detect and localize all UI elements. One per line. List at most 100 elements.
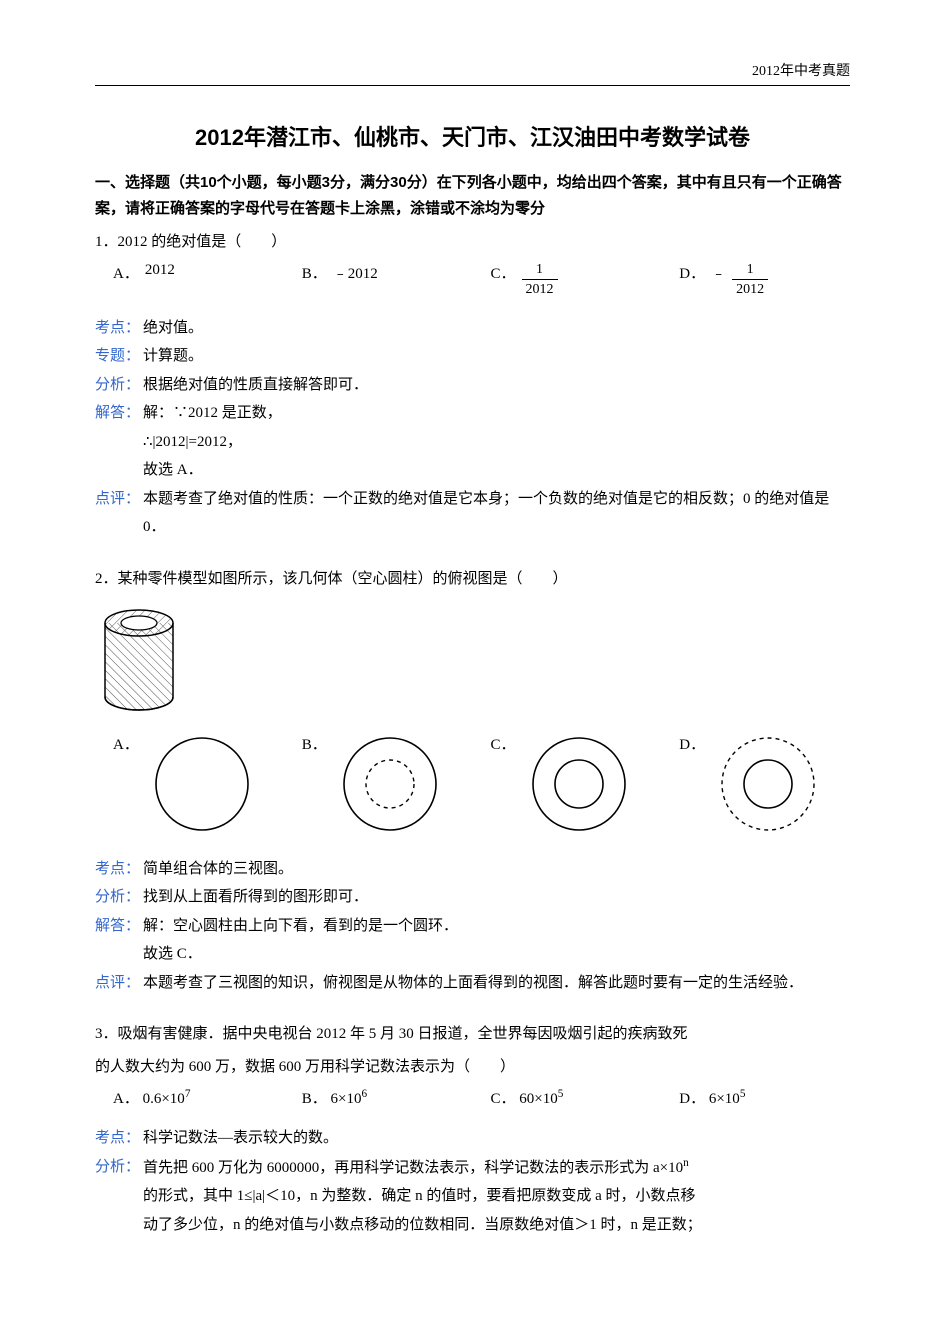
q1-analysis: 考点： 绝对值。 专题： 计算题。 分析： 根据绝对值的性质直接解答即可． 解答… — [95, 314, 850, 542]
q1-option-a: A． 2012 — [95, 262, 284, 283]
circle-d-icon — [713, 729, 823, 839]
option-label: D． — [661, 262, 705, 283]
kaodian-text: 科学记数法—表示较大的数。 — [143, 1124, 850, 1153]
analysis-row: 点评： 本题考查了三视图的知识，俯视图是从物体的上面看得到的视图．解答此题时要有… — [95, 969, 850, 998]
option-value: 2012 — [145, 262, 175, 279]
q1-options: A． 2012 B． ﹣2012 C． 1 2012 D． ﹣ 1 2012 — [95, 262, 850, 298]
fraction: 1 2012 — [522, 262, 558, 298]
q2-option-b: B． — [284, 729, 473, 839]
q3-option-d: D． 6×105 — [661, 1087, 850, 1108]
neg-sign: ﹣ — [711, 262, 726, 283]
fenxi-exp: n — [683, 1157, 689, 1169]
option-base: 60×10 — [519, 1091, 557, 1107]
q2-analysis: 考点： 简单组合体的三视图。 分析： 找到从上面看所得到的图形即可． 解答： 解… — [95, 855, 850, 998]
kaodian-label: 考点： — [95, 1124, 143, 1153]
circle-c-icon — [524, 729, 634, 839]
q1-option-c: C． 1 2012 — [473, 262, 662, 298]
option-base: 6×10 — [331, 1091, 362, 1107]
analysis-row: 解答： 解：∵2012 是正数， — [95, 399, 850, 428]
fraction: 1 2012 — [732, 262, 768, 298]
option-base: 6×10 — [709, 1091, 740, 1107]
option-label: D． — [679, 1091, 705, 1107]
q2-option-a: A． — [95, 729, 284, 839]
q2-text: 2．某种零件模型如图所示，该几何体（空心圆柱）的俯视图是（ ） — [95, 566, 850, 593]
page-content: 2012年潜江市、仙桃市、天门市、江汉油田中考数学试卷 一、选择题（共10个小题… — [95, 120, 850, 1239]
numerator: 1 — [522, 262, 558, 280]
fenxi-label: 分析： — [95, 883, 143, 912]
option-label: B． — [284, 729, 327, 754]
option-label: B． — [302, 1091, 327, 1107]
analysis-row: 分析： 根据绝对值的性质直接解答即可． — [95, 371, 850, 400]
cylinder-figure — [99, 605, 850, 715]
q2-option-c: C． — [473, 729, 662, 839]
option-label: B． — [284, 262, 327, 283]
jieda-label: 解答： — [95, 399, 143, 428]
option-label: D． — [661, 729, 705, 754]
q1-option-d: D． ﹣ 1 2012 — [661, 262, 850, 298]
fenxi-text: 首先把 600 万化为 6000000，再用科学记数法表示，科学记数法的表示形式… — [143, 1153, 850, 1183]
q3-text-l2: 的人数大约为 600 万，数据 600 万用科学记数法表示为（ ） — [95, 1054, 850, 1081]
jieda-text: 解：∵2012 是正数， — [143, 399, 850, 428]
zhuanti-text: 计算题。 — [143, 342, 850, 371]
denominator: 2012 — [732, 280, 768, 297]
option-label: C． — [473, 262, 516, 283]
option-exp: 5 — [740, 1088, 746, 1100]
dianping-text: 本题考查了绝对值的性质：一个正数的绝对值是它本身；一个负数的绝对值是它的相反数；… — [143, 485, 850, 542]
q2-options: A． B． C． D． — [95, 729, 850, 839]
fenxi-line: 动了多少位，n 的绝对值与小数点移动的位数相同．当原数绝对值＞1 时，n 是正数… — [95, 1211, 850, 1240]
cylinder-icon — [99, 605, 179, 715]
analysis-row: 考点： 科学记数法—表示较大的数。 — [95, 1124, 850, 1153]
analysis-row: 考点： 简单组合体的三视图。 — [95, 855, 850, 884]
kaodian-label: 考点： — [95, 314, 143, 343]
fenxi-line: 的形式，其中 1≤|a|＜10，n 为整数．确定 n 的值时，要看把原数变成 a… — [95, 1182, 850, 1211]
dianping-label: 点评： — [95, 485, 143, 542]
q3-option-c: C． 60×105 — [473, 1087, 662, 1108]
section-instruction: 一、选择题（共10个小题，每小题3分，满分30分）在下列各小题中，均给出四个答案… — [95, 170, 850, 221]
jieda-line: 故选 A． — [95, 456, 850, 485]
dianping-label: 点评： — [95, 969, 143, 998]
dianping-text: 本题考查了三视图的知识，俯视图是从物体的上面看得到的视图．解答此题时要有一定的生… — [143, 969, 850, 998]
option-exp: 7 — [185, 1088, 191, 1100]
option-label: C． — [473, 729, 516, 754]
header-divider — [95, 85, 850, 86]
fenxi-text: 根据绝对值的性质直接解答即可． — [143, 371, 850, 400]
fenxi-part: 首先把 600 万化为 6000000，再用科学记数法表示，科学记数法的表示形式… — [143, 1160, 683, 1176]
circle-b-icon — [335, 729, 445, 839]
page-title: 2012年潜江市、仙桃市、天门市、江汉油田中考数学试卷 — [95, 120, 850, 152]
q2-option-d: D． — [661, 729, 850, 839]
fenxi-text: 找到从上面看所得到的图形即可． — [143, 883, 850, 912]
option-label: A． — [113, 1091, 139, 1107]
jieda-label: 解答： — [95, 912, 143, 941]
numerator: 1 — [732, 262, 768, 280]
q3-text-l1: 3．吸烟有害健康．据中央电视台 2012 年 5 月 30 日报道，全世界每因吸… — [95, 1021, 850, 1048]
option-exp: 6 — [361, 1088, 367, 1100]
kaodian-label: 考点： — [95, 855, 143, 884]
option-exp: 5 — [558, 1088, 564, 1100]
zhuanti-label: 专题： — [95, 342, 143, 371]
analysis-row: 分析： 找到从上面看所得到的图形即可． — [95, 883, 850, 912]
fenxi-label: 分析： — [95, 371, 143, 400]
analysis-row: 分析： 首先把 600 万化为 6000000，再用科学记数法表示，科学记数法的… — [95, 1153, 850, 1183]
q1-option-b: B． ﹣2012 — [284, 262, 473, 283]
q3-options: A． 0.6×107 B． 6×106 C． 60×105 D． 6×105 — [95, 1087, 850, 1108]
q3-option-b: B． 6×106 — [284, 1087, 473, 1108]
option-label: A． — [95, 262, 139, 283]
jieda-text: 解：空心圆柱由上向下看，看到的是一个圆环． — [143, 912, 850, 941]
header-label: 2012年中考真题 — [752, 60, 850, 80]
q3-option-a: A． 0.6×107 — [95, 1087, 284, 1108]
analysis-row: 考点： 绝对值。 — [95, 314, 850, 343]
analysis-row: 专题： 计算题。 — [95, 342, 850, 371]
jieda-line: 故选 C． — [95, 940, 850, 969]
kaodian-text: 绝对值。 — [143, 314, 850, 343]
q3-analysis: 考点： 科学记数法—表示较大的数。 分析： 首先把 600 万化为 600000… — [95, 1124, 850, 1239]
option-label: C． — [491, 1091, 516, 1107]
kaodian-text: 简单组合体的三视图。 — [143, 855, 850, 884]
analysis-row: 点评： 本题考查了绝对值的性质：一个正数的绝对值是它本身；一个负数的绝对值是它的… — [95, 485, 850, 542]
circle-a-icon — [147, 729, 257, 839]
denominator: 2012 — [522, 280, 558, 297]
q1-text: 1．2012 的绝对值是（ ） — [95, 229, 850, 256]
analysis-row: 解答： 解：空心圆柱由上向下看，看到的是一个圆环． — [95, 912, 850, 941]
option-value: ﹣2012 — [333, 262, 378, 283]
option-base: 0.6×10 — [143, 1091, 185, 1107]
jieda-line: ∴|2012|=2012， — [95, 428, 850, 457]
